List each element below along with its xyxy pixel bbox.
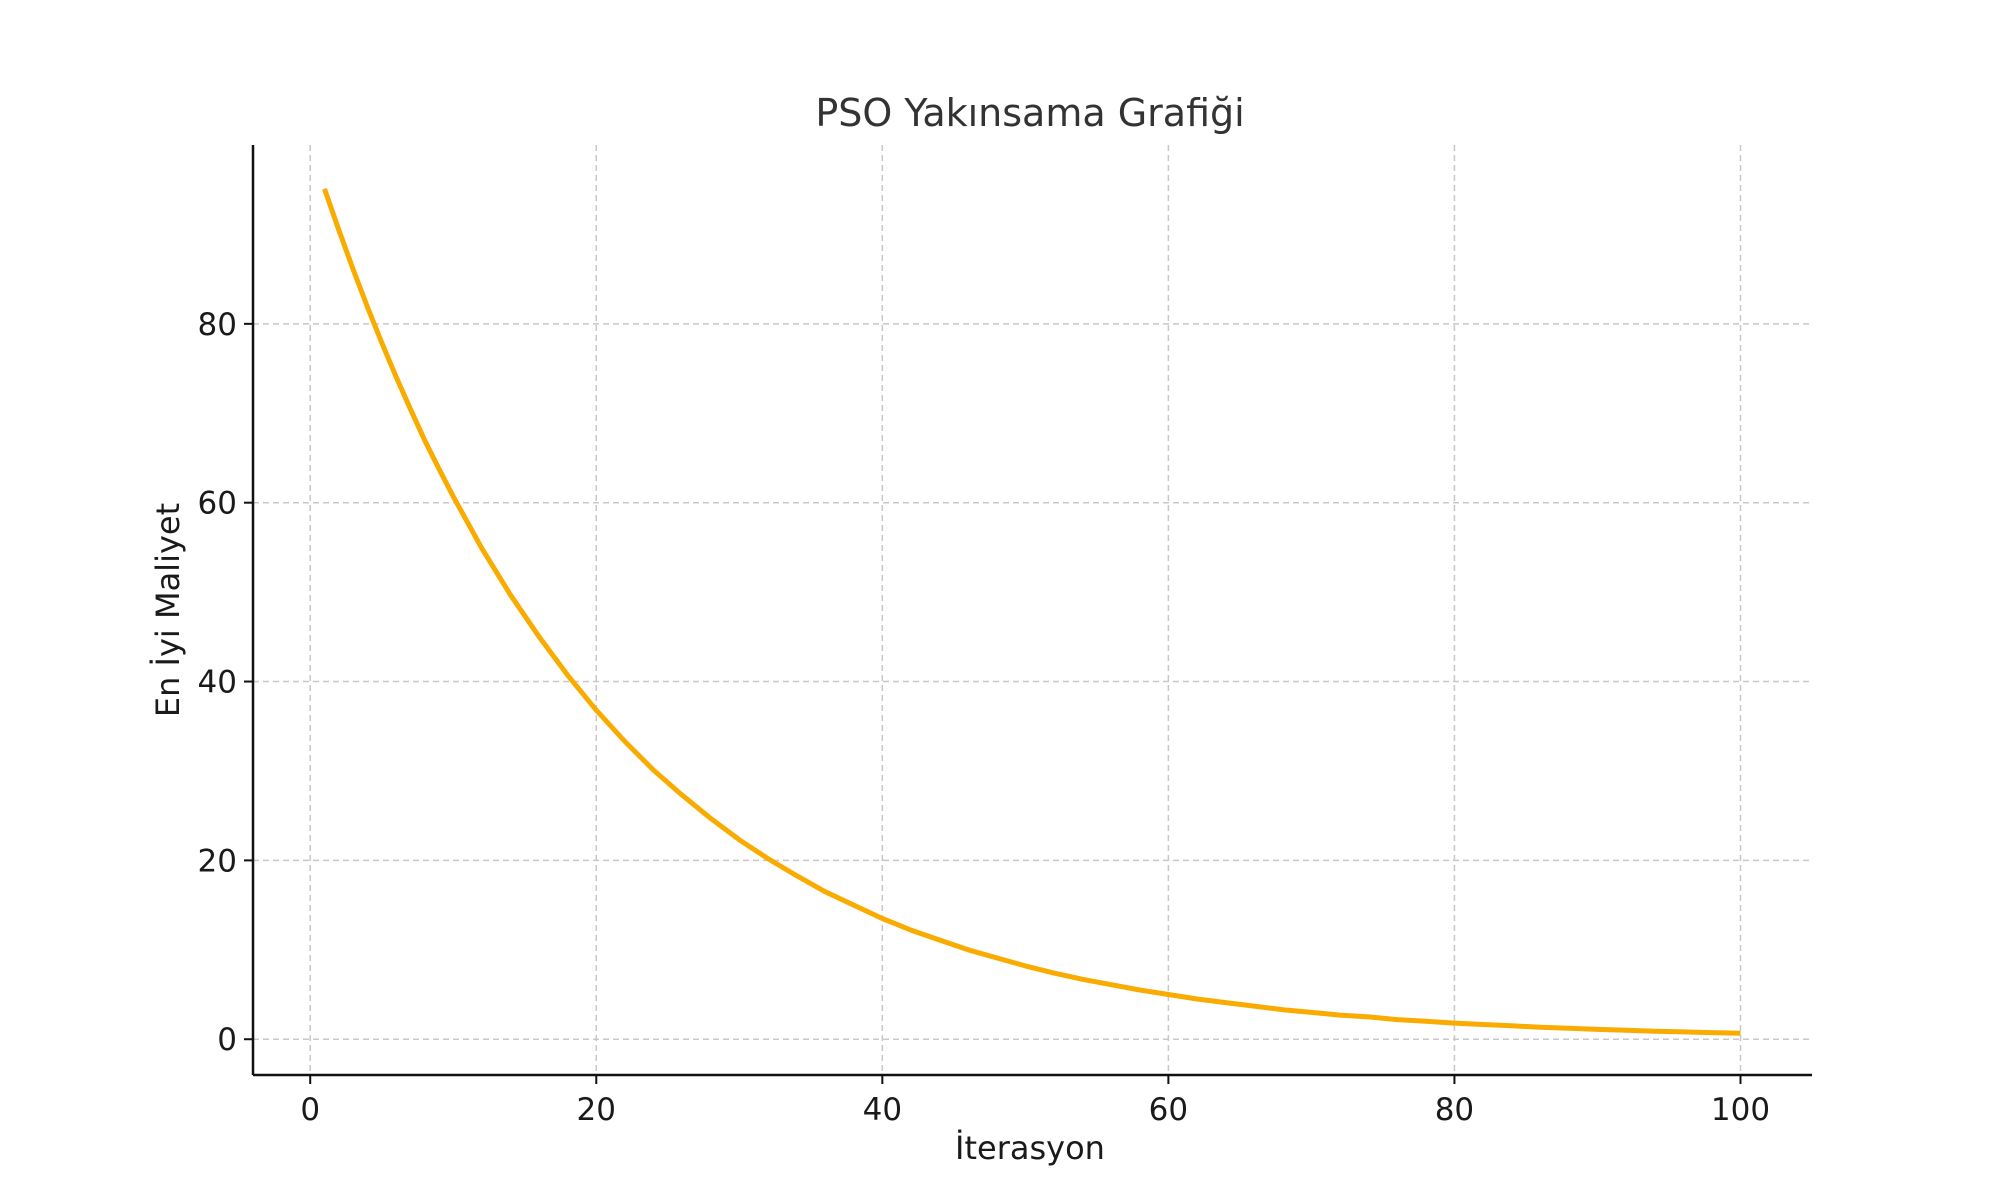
y-tick-label: 0	[217, 1022, 237, 1058]
y-tick-label: 20	[198, 843, 237, 879]
x-tick-label: 60	[1149, 1092, 1188, 1128]
x-tick-label: 40	[863, 1092, 902, 1128]
x-tick-label: 80	[1435, 1092, 1474, 1128]
axes	[251, 145, 1812, 1077]
x-tick-label: 100	[1711, 1092, 1770, 1128]
series-line	[322, 187, 1741, 1036]
grid	[253, 145, 1812, 1075]
y-tick-label: 80	[198, 307, 237, 343]
ticks: 0 20 40 60 80 100 0 20 40 60 80	[198, 307, 1771, 1128]
y-axis-label: En İyi Maliyet	[149, 503, 187, 717]
chart-title: PSO Yakınsama Grafiği	[815, 91, 1244, 135]
x-axis-label: İterasyon	[955, 1129, 1105, 1167]
x-tick-label: 0	[300, 1092, 320, 1128]
y-tick-label: 60	[198, 486, 237, 522]
x-tick-label: 20	[577, 1092, 616, 1128]
y-tick-label: 40	[198, 665, 237, 701]
